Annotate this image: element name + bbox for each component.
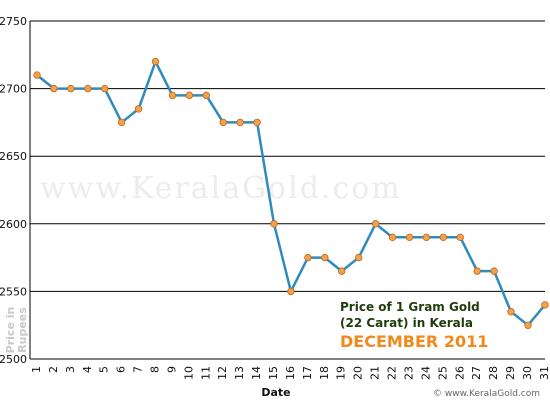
chart-subtitle: DECEMBER 2011 [340,332,488,351]
data-point [473,267,481,275]
y-axis-label: Price in Rupees [4,307,29,354]
x-tick-label: 19 [335,366,348,380]
data-point [84,84,92,93]
x-tick-label: 15 [267,366,280,380]
data-point [67,84,75,93]
data-point [101,84,109,93]
x-tick-label: 13 [233,366,246,380]
x-tick-label: 11 [199,366,212,380]
x-tick-label: 9 [165,366,178,373]
y-tick-label: 2750 [0,15,27,28]
data-point [354,253,363,262]
data-point [219,118,227,127]
x-tick-label: 1 [30,366,43,373]
x-tick-label: 17 [301,366,314,380]
x-axis-label: Date [261,386,290,399]
x-tick-label: 24 [419,366,432,380]
x-tick-label: 5 [98,366,111,373]
data-point [524,321,532,329]
data-point [151,57,160,66]
data-point [490,267,498,275]
price-markers [33,57,549,329]
x-tick-label: 27 [470,366,483,380]
data-point [134,105,143,113]
y-axis-ticks: 2500 2550 2600 2650 2700 2750 [0,15,27,366]
y-tick-label: 2550 [0,285,27,298]
data-point [456,233,464,242]
x-tick-label: 10 [182,366,195,380]
x-tick-label: 21 [369,366,382,380]
y-axis-label-line1: Price in [4,307,17,354]
x-tick-label: 4 [81,366,94,373]
credit-text: © www.KeralaGold.com [433,389,540,399]
data-point [253,118,261,127]
data-point [405,233,414,242]
x-tick-label: 22 [386,366,399,380]
data-point [507,307,515,316]
y-axis-label-line2: Rupees [16,307,29,353]
watermark-text: www.KeralaGold.com [40,171,402,206]
x-tick-label: 29 [504,366,517,380]
data-point [541,301,549,309]
chart-title-line1: Price of 1 Gram Gold [340,300,480,314]
data-point [338,267,346,275]
y-tick-label: 2650 [0,150,27,163]
data-point [117,118,126,127]
x-tick-label: 23 [402,366,415,380]
data-point [371,220,380,228]
x-tick-label: 12 [216,366,229,380]
y-tick-label: 2600 [0,218,27,231]
x-tick-label: 18 [318,366,331,380]
x-tick-label: 20 [352,366,365,380]
data-point [439,233,448,242]
y-tick-label: 2500 [0,353,27,366]
data-point [236,118,244,127]
x-tick-label: 26 [453,366,466,380]
x-tick-label: 6 [115,366,128,373]
chart-title: Price of 1 Gram Gold (22 Carat) in Keral… [340,300,488,351]
data-point [321,253,329,262]
x-tick-label: 3 [64,366,77,373]
x-tick-label: 8 [149,366,162,373]
x-axis-ticks: 1 2 3 4 5 6 7 8 9 10 11 12 13 14 15 16 17 18 19 20 21 22 23 24 2… [30,366,550,380]
data-point [287,287,295,296]
data-point [168,91,177,100]
x-tick-label: 28 [487,366,500,380]
data-point [304,253,312,262]
data-point [50,84,58,93]
x-tick-label: 31 [538,366,550,380]
x-tick-label: 14 [250,366,263,380]
data-point [33,71,41,79]
data-point [202,91,210,100]
x-tick-label: 16 [284,366,297,380]
data-point [422,233,431,242]
chart-title-line2: (22 Carat) in Kerala [340,316,473,330]
y-tick-label: 2700 [0,83,27,96]
x-tick-label: 30 [521,366,534,380]
data-point [388,233,397,242]
data-point [270,220,278,228]
data-point [185,91,194,100]
x-tick-label: 7 [132,366,145,373]
x-tick-label: 2 [47,366,60,373]
x-tick-label: 25 [436,366,449,380]
